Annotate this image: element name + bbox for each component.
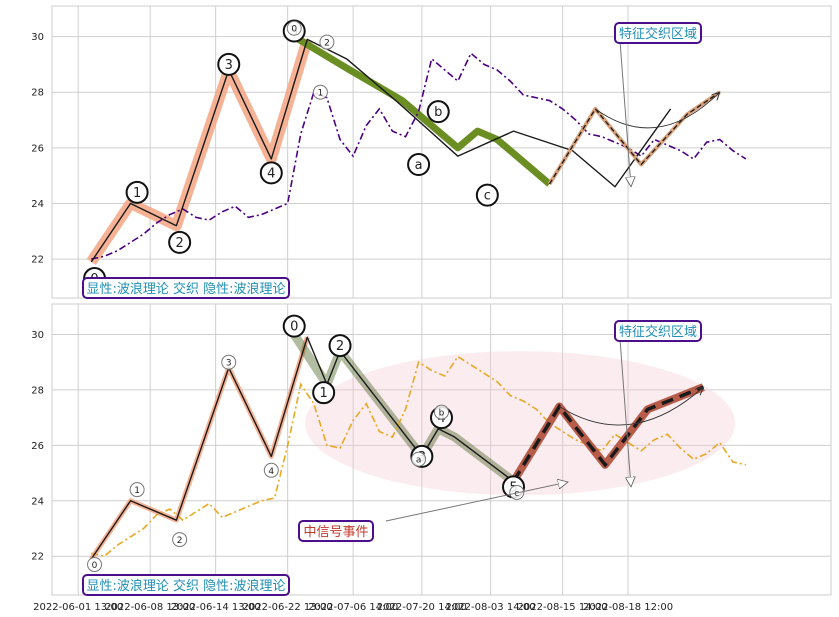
x-tick-label: 2022-06-22 13:00: [243, 602, 333, 613]
wave-label-text: 1: [320, 386, 328, 401]
y-tick-label: 28: [31, 88, 44, 99]
feature-label-text: 特征交织区域: [619, 26, 697, 42]
x-tick-label: 2022-08-15 14:00: [518, 602, 608, 613]
wave-label-text: b: [439, 409, 445, 419]
wave-label-text: a: [415, 158, 423, 173]
wave-series-line: [90, 38, 672, 263]
wave-label-circle: [509, 484, 525, 500]
wave-label-circle: [426, 100, 450, 124]
projection-dashed-line: [512, 385, 704, 483]
wave-label-circle: [328, 334, 352, 358]
wave-label-text: b: [434, 105, 442, 120]
wave-label-circle: [475, 183, 499, 207]
wave-label-text: 4: [268, 467, 274, 477]
wave-label-text: c: [484, 189, 491, 204]
y-tick-label: 26: [31, 143, 44, 154]
correction-wave-band: [292, 33, 552, 187]
wave-label-circle: [312, 84, 328, 100]
feature-label-box: [614, 22, 702, 44]
feature-label-box: [614, 320, 702, 342]
x-tick-label: 2022-06-14 13:00: [171, 602, 261, 613]
mode-label-text: 显性:波浪理论 交织 隐性:波浪理论: [86, 281, 285, 297]
wave-label-circle: [87, 557, 103, 573]
price-series-line: [91, 51, 747, 260]
wave-label-circle: [217, 52, 241, 76]
projection-arrow: [559, 387, 703, 426]
signal-label-box: [298, 520, 374, 542]
wave-label-circle: [221, 354, 237, 370]
wave-label-text: 2: [336, 339, 344, 354]
x-tick-label: 2022-07-20 14:00: [377, 602, 467, 613]
wave-label-circle: [411, 451, 427, 467]
mode-label-box: [82, 574, 290, 596]
wave-label-text: 0: [92, 561, 98, 571]
wave-label-text: 3: [225, 58, 233, 73]
y-tick-label: 30: [31, 330, 44, 341]
signal-label-text: 中信号事件: [303, 525, 368, 540]
wave-label-circle: [172, 532, 188, 548]
wave-label-circle: [282, 314, 306, 338]
y-tick-label: 22: [31, 255, 44, 266]
feature-arrow: [619, 40, 631, 187]
wave-label-circle: [319, 34, 335, 50]
wave-label-circle: [259, 161, 283, 185]
wave-label-circle: [286, 20, 302, 36]
wave-label-circle: [434, 404, 449, 420]
x-tick-label: 2022-06-08 13:00: [105, 602, 195, 613]
mode-label-text: 显性:波浪理论 交织 隐性:波浪理论: [86, 578, 285, 594]
wave-label-text: 4: [267, 166, 275, 181]
y-tick-label: 30: [31, 32, 44, 43]
panel-1: 2224262830012345012abc特征交织区域显性:波浪理论 交织 隐…: [31, 5, 832, 299]
projection-dashed-line: [548, 91, 721, 185]
y-tick-label: 22: [31, 552, 44, 563]
wave-label-text: 2: [176, 236, 184, 251]
x-tick-label: 2022-08-03 14:00: [446, 602, 536, 613]
y-tick-label: 26: [31, 441, 44, 452]
wave-label-circle: [263, 462, 279, 478]
mode-label-box: [82, 277, 290, 299]
y-tick-label: 28: [31, 385, 44, 396]
feature-label-text: 特征交织区域: [619, 324, 697, 340]
wave-label-text: 1: [134, 486, 140, 496]
plot-area: [51, 5, 832, 299]
wave-label-circle: [407, 153, 431, 177]
wave-label-text: 3: [226, 359, 232, 369]
projection-arrow: [595, 92, 719, 129]
y-tick-label: 24: [31, 496, 44, 507]
wave-label-text: 2: [177, 536, 183, 546]
price-series-line: [91, 355, 747, 558]
wave-label-text: a: [416, 456, 422, 466]
wave-label-text: c: [514, 489, 519, 499]
wave-label-text: 1: [133, 186, 141, 201]
x-tick-label: 2022-07-06 14:00: [308, 602, 398, 613]
x-tick-label: 2022-06-01 13:00: [33, 602, 123, 613]
wave-label-text: 1: [318, 89, 324, 99]
x-tick-label: 2022-08-18 12:00: [583, 602, 673, 613]
wave-label-circle: [168, 230, 192, 254]
wave-label-text: 0: [290, 320, 298, 335]
feature-arrow: [619, 338, 631, 487]
wave-label-text: 0: [291, 25, 297, 35]
signal-arrow: [385, 482, 568, 522]
y-tick-label: 24: [31, 199, 44, 210]
wave-label-circle: [312, 381, 336, 405]
wave-label-circle: [129, 482, 145, 498]
wave-label-circle: [125, 180, 149, 204]
wave-label-text: 2: [324, 39, 330, 49]
